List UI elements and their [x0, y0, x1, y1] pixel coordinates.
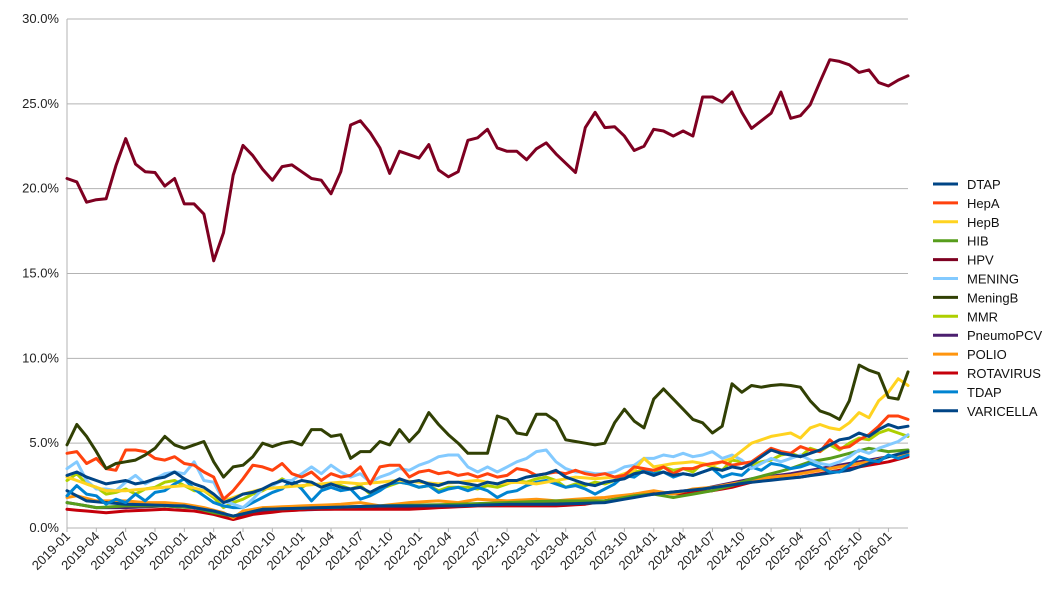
series-line-tdap — [65, 453, 910, 510]
legend-label-polio: POLIO — [967, 347, 1007, 362]
y-tick-label: 30.0% — [22, 11, 59, 26]
series-line-mening — [65, 433, 910, 510]
series-line-varicella — [65, 423, 910, 505]
legend-label-meningb: MeningB — [967, 290, 1018, 305]
series-line-mmr — [65, 428, 910, 510]
legend-label-pneumopcv: PneumoPCV — [967, 328, 1042, 343]
legend-label-hpv: HPV — [967, 253, 994, 268]
legend-label-tdap: TDAP — [967, 385, 1002, 400]
legend-label-hepb: HepB — [967, 215, 1000, 230]
y-axis-ticks: 0.0% 5.0% 10.0% 15.0% 20.0% 25.0% 30.0% — [22, 11, 59, 535]
legend-label-dtap: DTAP — [967, 177, 1001, 192]
x-axis-ticks: 2019-012019-042019-072019-102020-012020-… — [29, 528, 895, 573]
legend-label-mening: MENING — [967, 272, 1019, 287]
y-tick-label: 20.0% — [22, 181, 59, 196]
y-tick-label: 5.0% — [29, 435, 59, 450]
y-tick-label: 15.0% — [22, 266, 59, 281]
legend: DTAP HepA HepB HIB HPV MENING MeningB MMR Pneumo… — [933, 177, 1042, 419]
legend-label-hib: HIB — [967, 234, 989, 249]
series-lines — [65, 58, 910, 521]
y-tick-label: 25.0% — [22, 96, 59, 111]
legend-label-mmr: MMR — [967, 309, 998, 324]
series-line-dtap — [65, 450, 910, 518]
legend-label-rotavirus: ROTAVIRUS — [967, 366, 1041, 381]
series-line-meningb — [65, 363, 910, 479]
legend-label-hepa: HepA — [967, 196, 1000, 211]
y-tick-label: 0.0% — [29, 520, 59, 535]
y-tick-label: 10.0% — [22, 350, 59, 365]
series-line-hpv — [65, 58, 910, 263]
gridlines — [66, 18, 908, 529]
legend-label-varicella: VARICELLA — [967, 404, 1038, 419]
